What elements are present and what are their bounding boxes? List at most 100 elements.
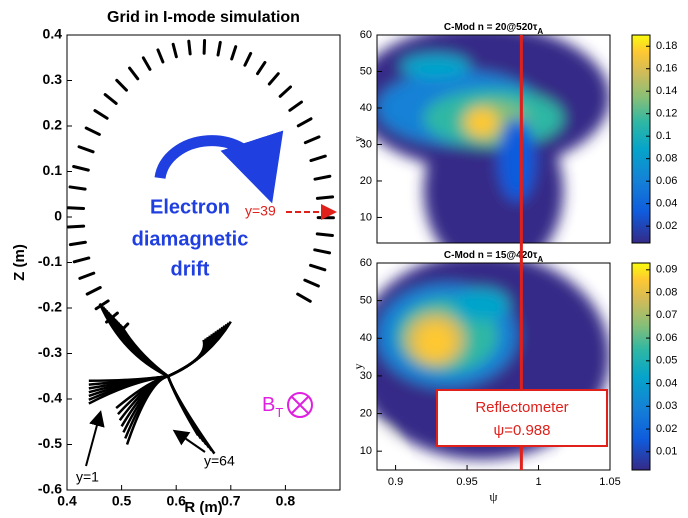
y-tick-label: 50 (360, 65, 372, 77)
x-tick-label: 0.6 (166, 493, 186, 509)
x-tick-label: 0.95 (456, 476, 477, 488)
x-tick-label: 0.9 (388, 476, 403, 488)
y-axis-label: Z (m) (11, 244, 28, 281)
grid-dash (315, 250, 330, 253)
grid-dash (232, 47, 236, 59)
grid-dash (87, 288, 100, 295)
heat-blob (454, 288, 510, 321)
field-text: B (262, 394, 275, 416)
grid-dash (70, 187, 85, 189)
title-subscript: A (537, 255, 543, 264)
fan-line (168, 340, 204, 376)
grid-dash (305, 137, 319, 143)
grid-dash (280, 87, 290, 96)
grid-dash (86, 128, 99, 134)
x-tick-label: 0.5 (112, 493, 132, 509)
title-text: Grid in I-mode simulation (107, 9, 300, 26)
grid-dash (68, 226, 83, 227)
y-tick-label: 60 (360, 257, 372, 269)
x-tick-label: 1.05 (599, 476, 620, 488)
grid-dash (258, 62, 265, 73)
reflectometer-label: Reflectometer (475, 399, 568, 416)
grid-dash (117, 80, 127, 90)
drift-label: drift (171, 258, 210, 280)
y-tick-label: 60 (360, 29, 372, 41)
colorbar-tick-label: 0.08 (656, 286, 677, 298)
chart-title: C-Mod n = 20@520τA (444, 22, 543, 36)
grid-dash (317, 197, 332, 198)
fan-line (122, 326, 168, 376)
grid-dash (311, 156, 325, 160)
grid-fan (89, 303, 231, 453)
colorbar (632, 35, 650, 243)
grid-dash (311, 265, 325, 270)
y-tick-label: -0.6 (38, 481, 62, 497)
colorbar-tick-label: 0.04 (656, 377, 677, 389)
grid-dash (298, 294, 311, 301)
grid-dash (218, 42, 220, 55)
field-subscript: T (275, 405, 283, 420)
x-axis-label: ψ (489, 489, 497, 504)
colorbar-tick-label: 0.08 (656, 153, 677, 165)
colorbar-tick-label: 0.06 (656, 175, 677, 187)
colorbar-tick-label: 0.16 (656, 63, 677, 75)
heat-blob (498, 118, 535, 201)
y-tick-label: 50 (360, 295, 372, 307)
colorbar-tick-label: 0.02 (656, 220, 677, 232)
y-tick-label: -0.3 (38, 344, 62, 360)
y-tick-label: 40 (360, 102, 372, 114)
colorbar (632, 263, 650, 470)
y-axis-label: y (351, 136, 365, 142)
grid-dash (317, 234, 332, 236)
grid-dash (290, 102, 302, 110)
field-symbol (292, 397, 308, 413)
grid-dash (189, 41, 190, 54)
grid-dash (105, 95, 116, 104)
grid-dash (74, 166, 89, 170)
y-tick-label: 20 (360, 175, 372, 187)
y-tick-label: 0.2 (43, 117, 63, 133)
title-text: C-Mod n = 15@420τ (444, 250, 538, 261)
x-axis-label: R (m) (184, 499, 222, 516)
y-axis-label: y (351, 364, 365, 370)
colorbar-tick-label: 0.12 (656, 108, 677, 120)
reflectometer-value: ψ=0.988 (494, 422, 551, 439)
y-tick-label: 10 (360, 211, 372, 223)
drift-label: Electron (150, 196, 230, 218)
grid-dash (68, 208, 83, 209)
heatmap (354, 25, 610, 275)
colorbar-tick-label: 0.06 (656, 332, 677, 344)
y-tick-label: 40 (360, 332, 372, 344)
grid-dash (80, 273, 94, 278)
figure: Electrondiamagneticdrifty=39y=1y=64BT0.4… (0, 0, 688, 518)
y-tick-label: -0.1 (38, 253, 62, 269)
title-text: C-Mod n = 20@520τ (444, 22, 538, 33)
grid-dash (173, 44, 176, 56)
colorbar-tick-label: 0.09 (656, 264, 677, 276)
heat-blob (466, 108, 499, 137)
marker-label: y=1 (76, 469, 99, 485)
colorbar-tick-label: 0.02 (656, 423, 677, 435)
grid-dash (74, 258, 89, 262)
chart-title: Grid in I-mode simulation (107, 9, 300, 26)
grid-dash (130, 68, 138, 79)
colorbar-tick-label: 0.18 (656, 40, 677, 52)
chart-title: C-Mod n = 15@420τA (444, 250, 543, 264)
grid-dash (143, 58, 150, 69)
y-tick-label: 20 (360, 407, 372, 419)
grid-dashes (68, 41, 333, 334)
colorbar-tick-label: 0.01 (656, 446, 677, 458)
title-subscript: A (537, 27, 543, 36)
marker-arrow (86, 414, 100, 466)
y-tick-label: 30 (360, 370, 372, 382)
y-tick-label: 0.3 (43, 71, 63, 87)
heatmap (354, 253, 622, 491)
y-tick-label: -0.2 (38, 299, 62, 315)
drift-label: diamagnetic (132, 228, 249, 250)
grid-dash (298, 119, 311, 126)
colorbar-tick-label: 0.03 (656, 400, 677, 412)
panel-0: Electrondiamagneticdrifty=39y=1y=64BT0.4… (11, 9, 340, 516)
colorbar-tick-label: 0.14 (656, 85, 677, 97)
